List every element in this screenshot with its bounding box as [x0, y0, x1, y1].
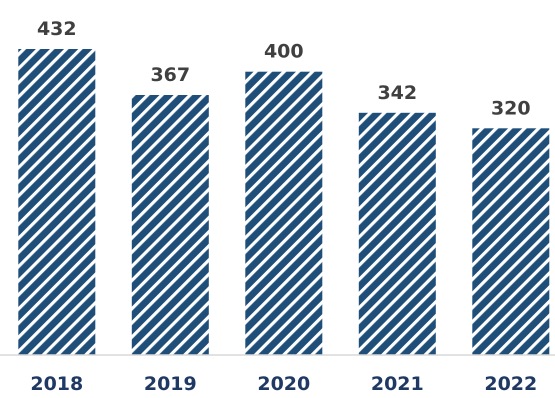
x-tick-label-2020: 2020 — [257, 373, 310, 395]
x-tick-labels: 2018 2019 2020 2021 2022 — [30, 373, 537, 395]
labels-layer: 432 367 400 342 320 — [37, 18, 531, 119]
bar-2018 — [18, 49, 96, 355]
data-label-2021: 342 — [377, 82, 417, 104]
bars-layer — [18, 49, 550, 356]
data-label-2022: 320 — [491, 97, 531, 119]
bar-2022 — [472, 128, 550, 355]
data-label-2018: 432 — [37, 18, 77, 40]
bar-2019 — [131, 95, 209, 355]
x-tick-label-2018: 2018 — [30, 373, 83, 395]
x-tick-label-2021: 2021 — [371, 373, 424, 395]
bar-2021 — [358, 112, 436, 356]
x-tick-label-2022: 2022 — [484, 373, 537, 395]
data-label-2020: 400 — [264, 41, 304, 63]
data-label-2019: 367 — [150, 64, 190, 86]
x-tick-label-2019: 2019 — [144, 373, 197, 395]
bar-2020 — [245, 71, 323, 355]
